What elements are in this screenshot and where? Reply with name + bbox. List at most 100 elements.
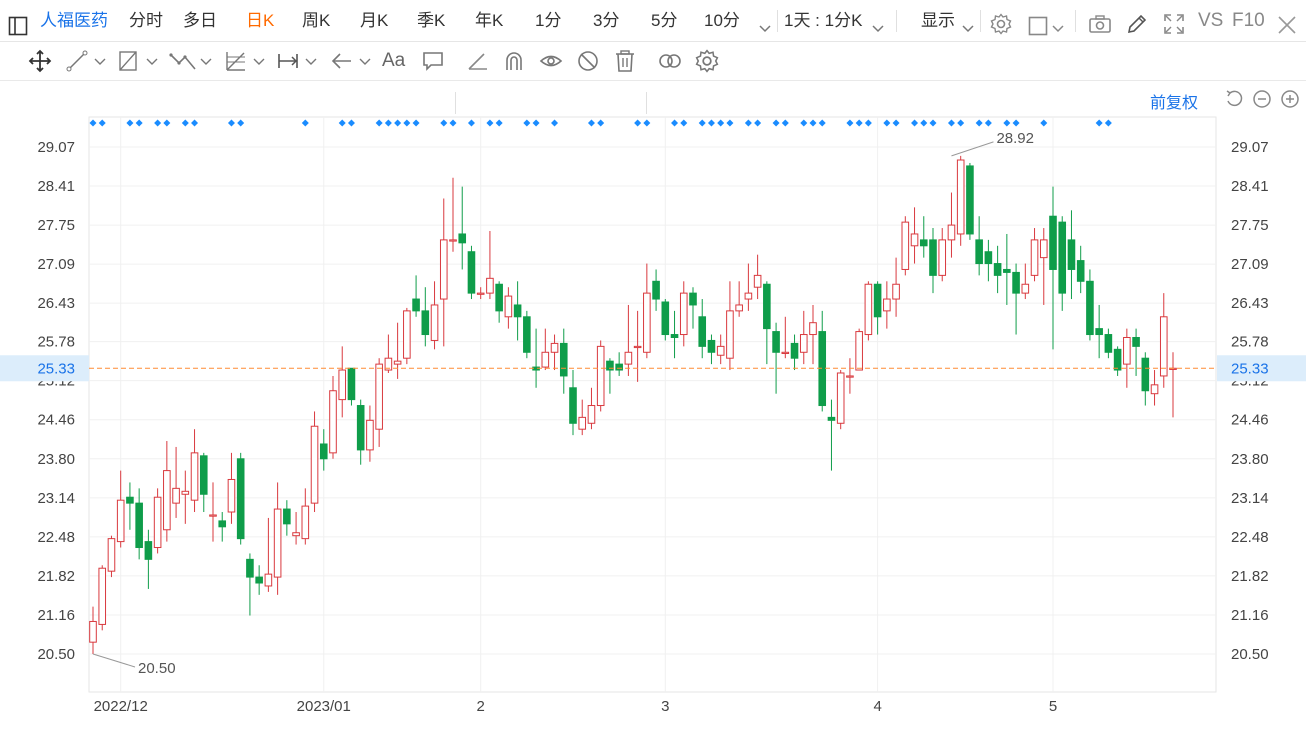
angle-icon[interactable]: [466, 46, 490, 76]
y-tick-label-left: 21.16: [37, 607, 75, 624]
signal-marker: [551, 119, 559, 127]
period-tab-duori[interactable]: 多日: [183, 11, 217, 30]
candle-down: [984, 251, 993, 265]
link-icon[interactable]: [657, 46, 683, 76]
signal-marker: [191, 119, 199, 127]
stock-name[interactable]: 人福医药: [40, 11, 108, 30]
fibonacci-icon[interactable]: [224, 46, 268, 76]
move-cross-icon[interactable]: [28, 46, 52, 76]
settings-gear-icon[interactable]: [695, 46, 719, 76]
candle-up: [726, 310, 734, 359]
channel-icon[interactable]: [117, 46, 161, 76]
candle-down: [347, 367, 356, 401]
drawing-toolbar: Aa: [0, 42, 1306, 114]
gear-icon[interactable]: [990, 9, 1012, 35]
display-menu[interactable]: 显示: [921, 11, 955, 30]
period-tab-week-k[interactable]: 周K: [302, 11, 331, 30]
candle-down: [772, 331, 780, 353]
signal-marker: [495, 119, 503, 127]
interval-select[interactable]: 1天 : 1分K: [784, 11, 863, 30]
camera-icon[interactable]: [1088, 9, 1112, 33]
candle-up: [716, 345, 725, 356]
period-tab-fenshi[interactable]: 分时: [129, 11, 163, 30]
signal-marker: [467, 119, 475, 127]
y-tick-label-left: 26.43: [37, 295, 75, 312]
signal-marker: [135, 119, 143, 127]
period-tab-3min[interactable]: 3分: [593, 11, 620, 30]
candle-down: [144, 541, 153, 560]
signal-marker: [1003, 119, 1011, 127]
signal-marker: [707, 119, 715, 127]
candle-up: [1123, 336, 1131, 365]
signal-marker: [984, 119, 992, 127]
candle-up: [846, 375, 854, 378]
signal-marker: [818, 119, 826, 127]
y-tick-label-right: 26.43: [1231, 295, 1269, 312]
candle-up: [89, 620, 97, 643]
sidebar-toggle-icon[interactable]: [8, 10, 28, 36]
period-tab-season-k[interactable]: 季K: [417, 11, 446, 30]
magnet-icon[interactable]: [502, 46, 526, 76]
visibility-off-icon[interactable]: [576, 46, 600, 76]
chevron-down-icon[interactable]: [758, 12, 772, 33]
period-tab-month-k[interactable]: 月K: [360, 11, 389, 30]
close-icon[interactable]: [1276, 10, 1298, 34]
candle-up: [116, 499, 125, 543]
period-tab-1min[interactable]: 1分: [535, 11, 562, 30]
candle-down: [135, 502, 143, 549]
square-icon[interactable]: [1028, 10, 1048, 36]
signal-marker: [726, 119, 734, 127]
fuquan-select[interactable]: 前复权: [1150, 95, 1199, 112]
text-aa-icon[interactable]: Aa: [382, 50, 406, 71]
candle-up: [1039, 239, 1048, 259]
chevron-down-icon[interactable]: [1051, 12, 1065, 33]
signal-marker: [98, 119, 106, 127]
candle-up: [301, 505, 310, 540]
period-tab-year-k[interactable]: 年K: [475, 11, 504, 30]
y-tick-label-left: 23.80: [37, 451, 75, 468]
x-tick-label: 2023/01: [297, 698, 351, 715]
candle-down: [1067, 239, 1076, 270]
signal-marker: [347, 119, 355, 127]
candle-down: [827, 416, 836, 421]
signal-marker: [846, 119, 854, 127]
y-tick-label-right: 21.16: [1231, 607, 1269, 624]
signal-marker: [883, 119, 891, 127]
y-tick-label-right: 20.50: [1231, 646, 1269, 663]
signal-marker: [957, 119, 965, 127]
f10-button[interactable]: F10: [1232, 10, 1265, 31]
candle-down: [523, 316, 531, 353]
chevron-down-icon[interactable]: [961, 12, 975, 33]
horizontal-range-icon[interactable]: [276, 46, 320, 76]
arrow-left-icon[interactable]: [330, 46, 374, 76]
annotation-max-label: 28.92: [996, 130, 1034, 147]
undo-icon[interactable]: [1224, 89, 1244, 109]
period-tab-day-k[interactable]: 日K: [246, 11, 275, 30]
signal-marker: [227, 119, 235, 127]
vs-button[interactable]: VS: [1198, 10, 1224, 31]
period-tab-5min[interactable]: 5分: [651, 11, 678, 30]
comment-icon[interactable]: [421, 46, 445, 76]
signal-marker: [375, 119, 383, 127]
signal-marker: [449, 119, 457, 127]
y-tick-label-right: 27.75: [1231, 217, 1269, 234]
chevron-down-icon[interactable]: [871, 12, 885, 33]
trash-icon[interactable]: [614, 46, 636, 76]
wave-line-icon[interactable]: [169, 46, 215, 76]
zoom-in-icon[interactable]: [1280, 89, 1300, 109]
candle-down: [606, 360, 614, 371]
eye-cycle-icon[interactable]: [538, 46, 564, 76]
line-segment-icon[interactable]: [65, 46, 109, 76]
period-tab-10min[interactable]: 10分: [704, 11, 740, 30]
candle-up: [209, 514, 217, 517]
candle-up: [476, 292, 485, 295]
y-tick-label-left: 27.75: [37, 217, 75, 234]
candle-down: [199, 455, 208, 495]
candle-down: [652, 280, 660, 300]
zoom-out-icon[interactable]: [1252, 89, 1272, 109]
pencil-icon[interactable]: [1126, 9, 1148, 34]
fullscreen-icon[interactable]: [1163, 9, 1185, 34]
x-tick-label: 2: [477, 698, 485, 715]
candle-down: [698, 316, 707, 347]
